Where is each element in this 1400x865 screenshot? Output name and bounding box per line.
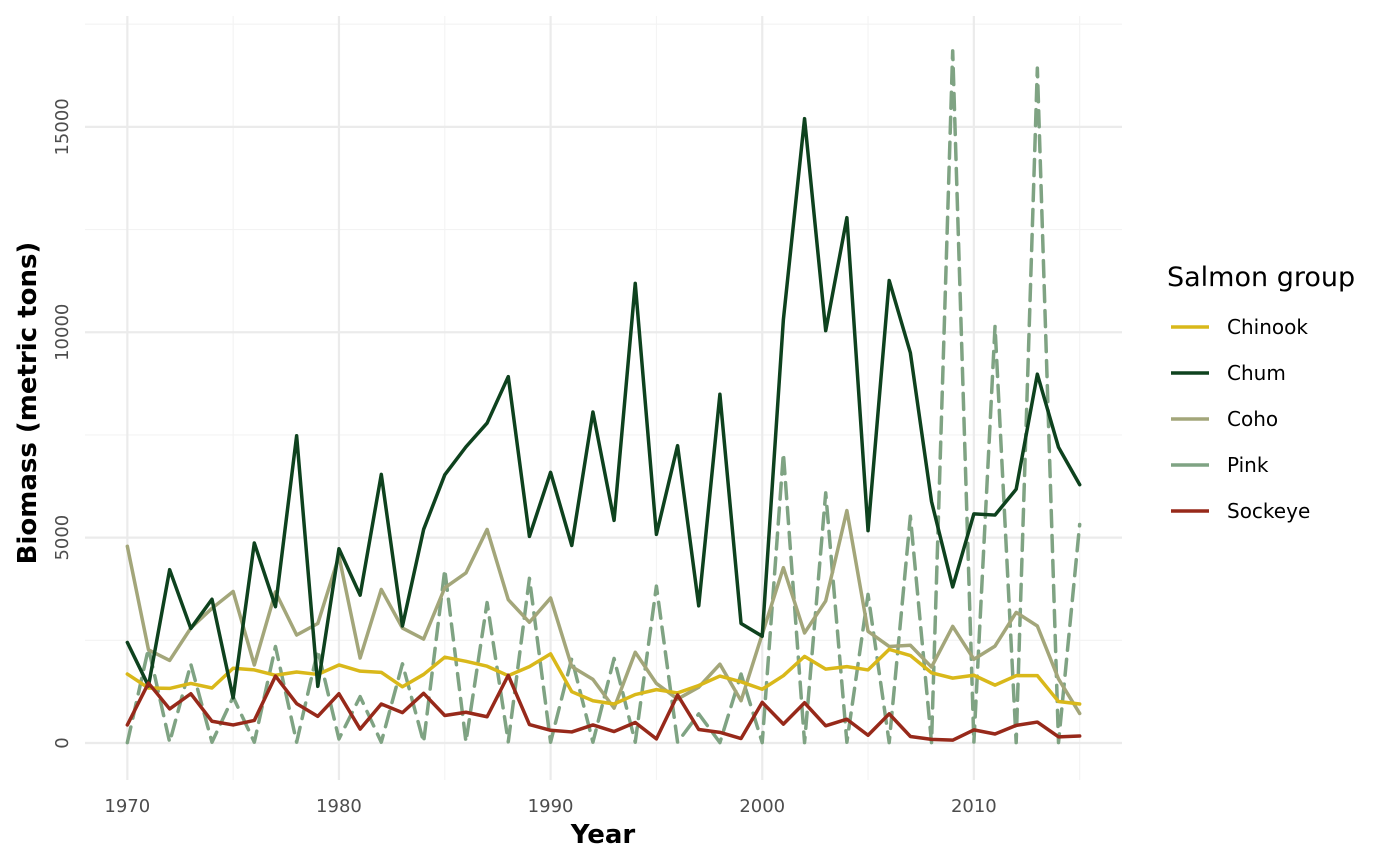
x-tick-label: 1980 — [316, 796, 362, 817]
series-line-sockeye — [125, 673, 1082, 742]
minor-gridlines — [85, 16, 1122, 780]
legend-label-chum: Chum — [1227, 361, 1286, 385]
y-tick-label: 15000 — [52, 98, 73, 155]
legend-label-coho: Coho — [1227, 407, 1278, 431]
series-line-coho — [125, 508, 1082, 716]
legend-label-chinook: Chinook — [1227, 315, 1308, 339]
x-tick-label: 1990 — [528, 796, 574, 817]
major-gridlines — [85, 16, 1122, 780]
x-tick-label: 1970 — [104, 796, 150, 817]
y-axis-title: Biomass (metric tons) — [13, 242, 43, 565]
y-axis-tick-labels: 0 5000 10000 15000 — [52, 98, 73, 748]
series-lines — [125, 49, 1082, 745]
x-tick-label: 2010 — [951, 796, 997, 817]
y-tick-label: 0 — [52, 737, 73, 748]
series-line-chinook — [125, 647, 1082, 706]
x-axis-tick-labels: 1970 1980 1990 2000 2010 — [104, 796, 996, 817]
legend-label-sockeye: Sockeye — [1227, 499, 1310, 523]
y-tick-label: 5000 — [52, 515, 73, 561]
series-line-pink — [125, 49, 1082, 745]
legend: Salmon group Chinook Chum Coho Pink Sockeye — [1167, 262, 1355, 523]
legend-items: Chinook Chum Coho Pink Sockeye — [1171, 315, 1310, 523]
x-axis-title: Year — [570, 820, 636, 850]
y-tick-label: 10000 — [52, 304, 73, 361]
legend-title: Salmon group — [1167, 262, 1355, 293]
series-line-chum — [125, 116, 1082, 700]
x-tick-label: 2000 — [739, 796, 785, 817]
legend-label-pink: Pink — [1227, 453, 1269, 477]
